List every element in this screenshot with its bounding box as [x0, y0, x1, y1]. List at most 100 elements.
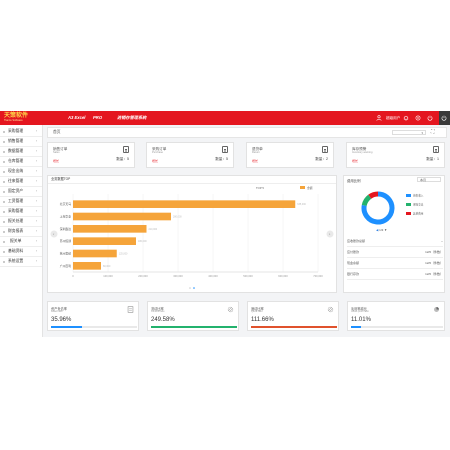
- bar: [73, 212, 171, 221]
- period-select[interactable]: 本月: [417, 177, 441, 182]
- period-select-value: 本月: [420, 178, 427, 182]
- current-user[interactable]: 超级用户: [386, 116, 401, 120]
- sidebar-item-accounts[interactable]: 往来管理 ›: [0, 177, 42, 187]
- list-item-label: 银行存款: [347, 272, 360, 276]
- bar: [73, 237, 136, 245]
- donut-slice: [361, 191, 395, 225]
- user-icon[interactable]: [375, 114, 382, 121]
- menu-dot-icon: [3, 260, 5, 263]
- sidebar-item-label: 固定资产: [8, 189, 24, 193]
- sidebar-item-label: 仓库管理: [8, 159, 24, 163]
- sidebar-item-warehouse[interactable]: 仓库管理 ›: [0, 157, 42, 167]
- chevron-right-icon: ›: [36, 189, 38, 193]
- list-item: 银行存款 12/6（件数）: [347, 269, 443, 280]
- x-tick-label: 600,000: [278, 274, 288, 278]
- kpi-progress: [151, 326, 237, 328]
- kpi-card-asset-ratio[interactable]: 资产负债率 Asset ratio 35.96%: [47, 301, 139, 331]
- kpi-progress-fill: [151, 326, 237, 328]
- sidebar-item-cash[interactable]: 现金出纳 ›: [0, 167, 42, 177]
- stat-card-purchase[interactable]: 采购订单 Purchase 增长 数量：5: [146, 142, 234, 168]
- power-icon[interactable]: [426, 114, 433, 121]
- kpi-card-gross-profit[interactable]: 毛利率增长 Gross profit ratio 11.01%: [347, 301, 445, 331]
- menu-dot-icon: [3, 220, 5, 223]
- x-tick-label: 400,000: [208, 274, 218, 278]
- data-label: 635,000: [297, 203, 306, 206]
- next-page-icon[interactable]: ▼: [384, 228, 388, 232]
- chevron-right-icon: ›: [36, 209, 38, 213]
- page-indicator: 1/3: [379, 228, 384, 232]
- brand-logo[interactable]: 天策软件 Tianze Software: [4, 113, 38, 123]
- x-tick-label: 100,000: [103, 274, 113, 278]
- kpi-progress-fill: [251, 326, 337, 328]
- sidebar-item-declaration[interactable]: 报关单 ›: [0, 237, 42, 247]
- menu-dot-icon: [3, 130, 5, 133]
- gear-icon: [327, 306, 334, 313]
- category-label: 上海华泰: [60, 215, 71, 219]
- sidebar-item-label: 报关处理: [8, 219, 24, 223]
- nav-item-a3[interactable]: A3 Excel: [68, 115, 86, 120]
- list-item-label: 应付账款: [347, 250, 360, 254]
- tab-select-dropdown[interactable]: ▾: [392, 130, 426, 135]
- sidebar-item-label: 现金出纳: [8, 169, 24, 173]
- sidebar-item-label: 财务报表: [8, 229, 24, 233]
- nav-item-system[interactable]: 进销存管理系统: [117, 115, 147, 120]
- bar-chart: 0 100,000 200,000 300,000 400,000 500,000 600,…: [50, 186, 334, 289]
- prev-arrow-icon: [50, 230, 58, 238]
- sidebar-item-payroll[interactable]: 工资管理 ›: [0, 197, 42, 207]
- data-label: 280,000: [173, 216, 182, 219]
- sidebar-item-purchase[interactable]: 采购管理 ›: [0, 127, 42, 137]
- chevron-right-icon: ›: [36, 229, 38, 233]
- chart-topn-label: TOP 5: [256, 186, 264, 190]
- logout-button[interactable]: [439, 111, 450, 125]
- menu-dot-icon: [3, 250, 5, 253]
- logout-icon: [441, 115, 447, 121]
- sidebar-item-basic[interactable]: 基础资料 ›: [0, 247, 42, 257]
- sidebar-item-label: 工资管理: [8, 199, 24, 203]
- kpi-subtitle: Current ratio: [151, 310, 165, 313]
- settings-icon[interactable]: [414, 114, 421, 121]
- stat-count: 数量：1: [426, 157, 439, 161]
- sidebar-item-settings[interactable]: 系统设置 ›: [0, 257, 42, 267]
- sidebar-item-label: 采购管理: [8, 129, 24, 133]
- list-item: 应收账款总额 --: [347, 236, 443, 247]
- stat-card-inventory[interactable]: 库存预警 Inventory warning 增长 数量：1: [346, 142, 445, 168]
- kpi-card-quick-ratio[interactable]: 速动比率 Quick ratio 111.66%: [247, 301, 339, 331]
- legend-label: 采购支出: [413, 203, 424, 207]
- x-tick-label: 700,000: [313, 274, 323, 278]
- menu-dot-icon: [3, 240, 5, 243]
- menu-dot-icon: [3, 190, 5, 193]
- sidebar-item-purchase-2[interactable]: 采购管理 ›: [0, 207, 42, 217]
- tab-home[interactable]: 首页: [53, 130, 61, 134]
- kpi-value: 35.96%: [51, 317, 72, 323]
- prev-page-icon[interactable]: ◀: [376, 228, 379, 232]
- sidebar: 采购管理 › 销售管理 › 数据管理 › 仓库管理 › 现金出纳 › 往来管理 › 固定资产…: [0, 125, 43, 337]
- bar: [73, 200, 296, 208]
- sidebar-item-reports[interactable]: 财务报表 ›: [0, 227, 42, 237]
- fullscreen-icon[interactable]: ⛶: [431, 129, 435, 135]
- sidebar-item-label: 基础资料: [8, 249, 24, 253]
- sidebar-item-sales[interactable]: 销售管理 ›: [0, 137, 42, 147]
- list-item-value: 12/6（件数）: [425, 261, 443, 265]
- clipboard-icon: [222, 146, 228, 153]
- chevron-right-icon: ›: [36, 129, 38, 133]
- kpi-card-current-ratio[interactable]: 流动比率 Current ratio 249.58%: [147, 301, 239, 331]
- bell-icon[interactable]: [402, 114, 409, 121]
- menu-dot-icon: [3, 210, 5, 213]
- sidebar-item-assets[interactable]: 固定资产 ›: [0, 187, 42, 197]
- stat-card-sales[interactable]: 销售订单 Sales 增长 数量：5: [47, 142, 135, 168]
- sidebar-item-data[interactable]: 数据管理 ›: [0, 147, 42, 157]
- chevron-right-icon: ›: [36, 249, 38, 253]
- stat-card-return[interactable]: 退货单 Return 增长 数量：2: [246, 142, 334, 168]
- business-chart-card: 业务数据TOP 0 100,000 200,000 300,000 400,000 500…: [47, 175, 337, 293]
- data-label: 125,000: [119, 253, 128, 256]
- gear-icon: [227, 306, 234, 313]
- menu-dot-icon: [3, 180, 5, 183]
- clipboard-icon: [322, 146, 328, 153]
- sidebar-item-label: 采购管理: [8, 209, 24, 213]
- donut-slice: [368, 191, 379, 199]
- sidebar-item-customs[interactable]: 报关处理 ›: [0, 217, 42, 227]
- bar: [73, 262, 101, 270]
- pie-icon: [434, 307, 439, 312]
- chevron-right-icon: ›: [36, 139, 38, 143]
- nav-item-pro[interactable]: PRO: [93, 115, 103, 120]
